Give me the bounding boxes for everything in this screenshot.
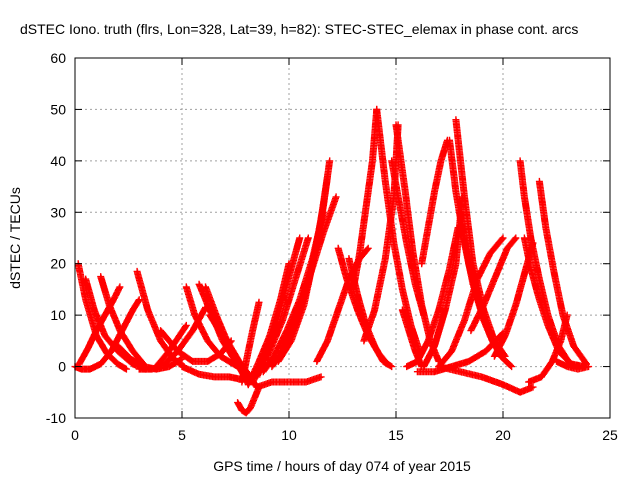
data-points	[71, 105, 593, 417]
series-arc-16	[234, 383, 263, 417]
y-axis-title: dSTEC / TECUs	[7, 187, 23, 289]
y-tick-label: 0	[58, 359, 66, 375]
x-axis-title: GPS time / hours of day 074 of year 2015	[213, 458, 471, 474]
series-markers	[456, 208, 516, 371]
series-markers	[490, 239, 537, 360]
y-tick-label: 20	[50, 256, 66, 272]
y-tick-label: 50	[50, 101, 66, 117]
series-arc-24	[281, 193, 340, 350]
series-arc-36	[418, 136, 451, 268]
series-markers	[253, 234, 312, 381]
y-tick-label: 40	[50, 153, 66, 169]
series-markers	[435, 363, 537, 396]
x-tick-label: 15	[388, 427, 404, 443]
series-markers	[178, 363, 246, 383]
series-arc-50	[553, 357, 593, 373]
x-tick-label: 5	[178, 427, 186, 443]
series-markers	[253, 373, 325, 391]
series-arc-48	[490, 239, 537, 360]
series-markers	[467, 234, 520, 335]
x-tick-label: 10	[281, 427, 297, 443]
series-markers	[553, 357, 593, 373]
series-arc-25	[253, 373, 325, 391]
series-markers	[392, 121, 443, 365]
series-markers	[349, 105, 381, 293]
chart-title: dSTEC Iono. truth (flrs, Lon=328, Lat=39…	[20, 21, 578, 37]
series-arc-20	[253, 234, 312, 381]
series-arc-29	[349, 105, 381, 293]
series-arc-12	[178, 363, 246, 383]
series-arc-17	[238, 298, 263, 386]
plot-frame	[74, 57, 611, 419]
series-arc-40	[456, 208, 516, 371]
y-tick-label: 60	[50, 50, 66, 66]
series-arc-05	[75, 283, 124, 368]
series-arc-49	[525, 311, 571, 386]
y-tick-label: -10	[46, 410, 66, 426]
series-markers	[418, 136, 451, 268]
x-tick-label: 20	[495, 427, 511, 443]
series-arc-33	[392, 121, 443, 365]
series-arc-44	[467, 234, 520, 335]
series-markers	[525, 311, 571, 386]
series-markers	[238, 298, 263, 386]
series-markers	[234, 383, 263, 417]
x-tick-label: 0	[71, 427, 79, 443]
y-tick-label: 30	[50, 204, 66, 220]
series-markers	[75, 283, 124, 368]
axis-ticks: 0 5 10 15 20 25 -10 0 10 20 30 40 50 60	[46, 50, 618, 443]
y-tick-label: 10	[50, 307, 66, 323]
series-arc-43	[435, 363, 537, 396]
x-tick-label: 25	[602, 427, 618, 443]
series-markers	[281, 193, 340, 350]
